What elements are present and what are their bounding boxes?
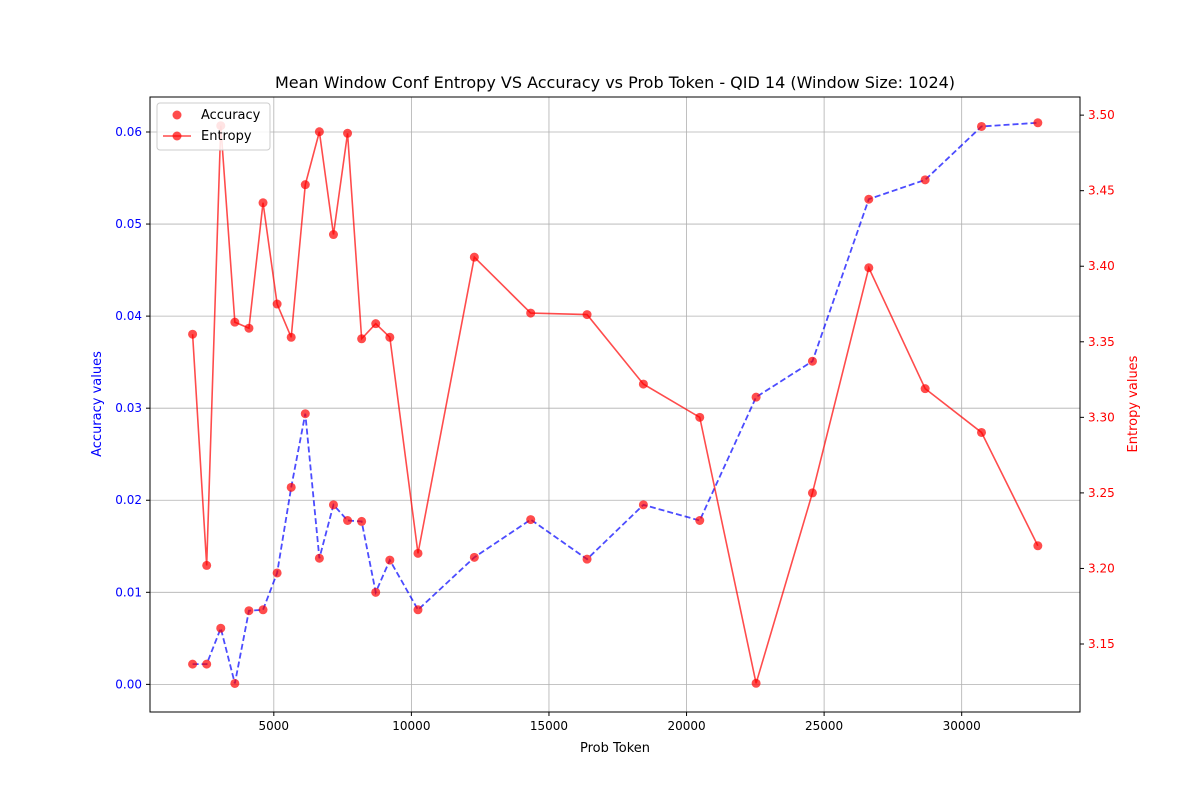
- accuracy-point: [638, 500, 648, 510]
- left-y-tick-label: 0.05: [115, 217, 142, 231]
- accuracy-point: [357, 516, 367, 526]
- accuracy-point: [1033, 118, 1043, 128]
- accuracy-point: [976, 121, 986, 131]
- legend: Accuracy Entropy: [156, 102, 271, 151]
- right-y-tick-label: 3.40: [1088, 259, 1115, 273]
- legend-accuracy-marker: [172, 110, 182, 120]
- accuracy-point: [230, 678, 240, 688]
- legend-box: [156, 102, 271, 151]
- legend-accuracy-label: Accuracy: [201, 108, 261, 123]
- entropy-point: [413, 548, 423, 558]
- accuracy-point: [385, 555, 395, 565]
- left-y-tick-label: 0.06: [115, 125, 142, 139]
- accuracy-point: [286, 482, 296, 492]
- entropy-point: [357, 334, 367, 344]
- left-y-tick-label: 0.04: [115, 309, 142, 323]
- accuracy-point: [582, 554, 592, 564]
- entropy-point: [188, 329, 198, 339]
- x-tick-label: 20000: [667, 719, 705, 733]
- left-y-axis-label: Accuracy values: [90, 351, 105, 457]
- entropy-point: [371, 319, 381, 329]
- left-y-tick-label: 0.03: [115, 401, 142, 415]
- right-y-axis-ticks: 3.15 3.20 3.25 3.30 3.35 3.40 3.45 3.50: [1080, 108, 1115, 651]
- entropy-point: [202, 560, 212, 570]
- accuracy-point: [343, 516, 353, 526]
- left-y-tick-label: 0.00: [115, 677, 142, 691]
- entropy-point: [920, 384, 930, 394]
- entropy-point: [1033, 541, 1043, 551]
- entropy-point: [230, 317, 240, 327]
- accuracy-point: [272, 568, 282, 578]
- accuracy-point: [413, 605, 423, 615]
- accuracy-point: [328, 500, 338, 510]
- entropy-point: [807, 488, 817, 498]
- entropy-point: [638, 379, 648, 389]
- entropy-point: [343, 128, 353, 138]
- accuracy-point: [216, 623, 226, 633]
- x-tick-label: 5000: [259, 719, 290, 733]
- right-y-tick-label: 3.15: [1088, 637, 1115, 651]
- entropy-point: [469, 252, 479, 262]
- entropy-point: [328, 230, 338, 240]
- legend-entropy-label: Entropy: [201, 129, 252, 144]
- right-y-tick-label: 3.35: [1088, 335, 1115, 349]
- entropy-point: [751, 678, 761, 688]
- entropy-point: [976, 427, 986, 437]
- x-axis-label: Prob Token: [580, 741, 650, 756]
- right-y-tick-label: 3.45: [1088, 184, 1115, 198]
- accuracy-point: [920, 175, 930, 185]
- right-y-tick-label: 3.20: [1088, 561, 1115, 575]
- accuracy-point: [300, 409, 310, 419]
- x-tick-label: 30000: [943, 719, 981, 733]
- accuracy-point: [188, 659, 198, 669]
- right-y-tick-label: 3.30: [1088, 410, 1115, 424]
- entropy-point: [864, 263, 874, 273]
- accuracy-point: [371, 587, 381, 597]
- left-y-tick-label: 0.02: [115, 493, 142, 507]
- entropy-point: [526, 308, 536, 318]
- entropy-point: [695, 412, 705, 422]
- x-tick-label: 15000: [530, 719, 568, 733]
- accuracy-point: [202, 659, 212, 669]
- accuracy-point: [469, 552, 479, 562]
- x-tick-label: 25000: [805, 719, 843, 733]
- left-y-tick-label: 0.01: [115, 585, 142, 599]
- x-tick-label: 10000: [392, 719, 430, 733]
- accuracy-point: [807, 356, 817, 366]
- chart-title: Mean Window Conf Entropy VS Accuracy vs …: [275, 73, 955, 92]
- legend-entropy-marker: [172, 131, 182, 141]
- accuracy-point: [526, 515, 536, 525]
- accuracy-point: [864, 194, 874, 204]
- accuracy-point: [314, 553, 324, 563]
- entropy-point: [244, 323, 254, 333]
- entropy-point: [314, 127, 324, 137]
- accuracy-series: [188, 118, 1043, 688]
- entropy-point: [300, 180, 310, 190]
- right-y-tick-label: 3.50: [1088, 108, 1115, 122]
- left-y-axis-ticks: 0.00 0.01 0.02 0.03 0.04 0.05 0.06: [115, 125, 150, 691]
- right-y-tick-label: 3.25: [1088, 486, 1115, 500]
- accuracy-point: [751, 392, 761, 402]
- entropy-point: [385, 332, 395, 342]
- right-y-axis-label: Entropy values: [1126, 355, 1141, 452]
- accuracy-point: [695, 516, 705, 526]
- accuracy-point: [244, 606, 254, 616]
- plot-frame: [149, 96, 1081, 713]
- entropy-point: [286, 332, 296, 342]
- x-axis-ticks: 5000 10000 15000 20000 25000 30000: [259, 712, 981, 733]
- entropy-point: [272, 299, 282, 309]
- entropy-point: [582, 310, 592, 320]
- accuracy-point: [258, 605, 268, 615]
- grid-lines: [150, 97, 1080, 712]
- entropy-point: [258, 198, 268, 208]
